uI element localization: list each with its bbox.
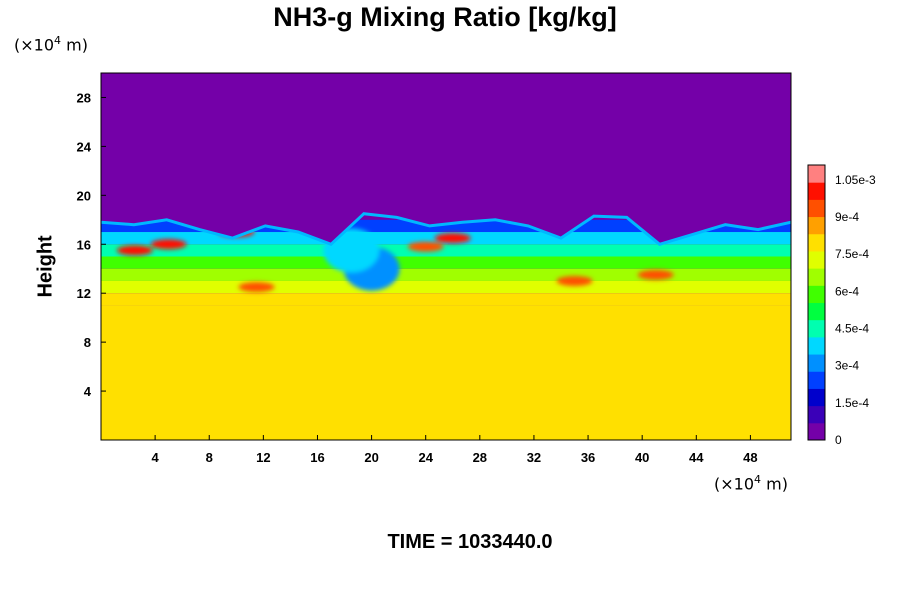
colorbar-swatch xyxy=(808,302,825,321)
colorbar-swatch xyxy=(808,250,825,269)
colorbar: 0 1.5e-4 3e-4 4.5e-4 6e-4 7.5e-4 9e-4 1.05e-3 xyxy=(807,164,876,447)
x-axis-unit: (×104 m) xyxy=(714,473,788,494)
x-tick-label: 20 xyxy=(364,450,378,465)
colorbar-tick-label: 4.5e-4 xyxy=(835,322,869,336)
x-tick-label: 28 xyxy=(473,450,487,465)
profile-band xyxy=(101,268,791,281)
y-tick-label: 12 xyxy=(77,286,91,301)
feature-blob xyxy=(407,241,444,252)
colorbar-swatch xyxy=(808,199,825,218)
feature-blob xyxy=(637,269,674,280)
colorbar-tick-label: 1.5e-4 xyxy=(835,396,869,410)
profile-band xyxy=(101,293,791,306)
y-tick-label: 8 xyxy=(84,335,91,350)
cloud-top-edge xyxy=(101,212,791,247)
time-label: TIME = 1033440.0 xyxy=(387,531,553,553)
plot-area xyxy=(101,73,791,440)
colorbar-swatch xyxy=(808,216,825,235)
colorbar-swatch xyxy=(808,233,825,252)
colorbar-swatch xyxy=(808,405,825,424)
x-tick-label: 12 xyxy=(256,450,270,465)
plot-frame xyxy=(100,72,792,441)
colorbar-swatch xyxy=(808,388,825,407)
x-tick-label: 32 xyxy=(527,450,541,465)
colorbar-swatch xyxy=(808,268,825,286)
x-tick-label: 40 xyxy=(635,450,649,465)
colorbar-swatch xyxy=(808,422,825,441)
x-tick-label: 24 xyxy=(418,450,433,465)
colorbar-tick-label: 3e-4 xyxy=(835,359,859,373)
x-tick-label: 4 xyxy=(152,450,160,465)
feature-blob xyxy=(116,245,153,256)
x-tick-label: 8 xyxy=(206,450,213,465)
feature-blob xyxy=(434,233,471,244)
mixing-field xyxy=(101,213,791,440)
colorbar-swatch xyxy=(808,165,825,183)
colorbar-tick-label: 7.5e-4 xyxy=(835,247,869,261)
profile-band xyxy=(101,256,791,269)
colorbar-swatch xyxy=(808,354,825,372)
x-tick-label: 36 xyxy=(581,450,595,465)
x-tick-label: 16 xyxy=(310,450,324,465)
x-tick-label: 44 xyxy=(689,450,704,465)
colorbar-swatch xyxy=(808,319,825,338)
profile-band xyxy=(101,280,791,294)
colorbar-frame xyxy=(807,164,826,441)
x-axis-ticks: 4 8 12 16 20 24 28 32 36 40 44 48 xyxy=(152,435,758,465)
y-tick-label: 20 xyxy=(77,188,91,203)
colorbar-tick-label: 1.05e-3 xyxy=(835,173,876,187)
colorbar-swatch xyxy=(808,285,825,303)
colorbar-swatch xyxy=(808,371,825,389)
x-tick-label: 48 xyxy=(743,450,757,465)
colorbar-swatch xyxy=(808,182,825,200)
colorbar-tick-label: 0 xyxy=(835,433,842,447)
y-axis-unit: (×104 m) xyxy=(14,34,88,55)
profile-band xyxy=(101,305,791,440)
feature-blob xyxy=(150,239,187,250)
feature-blob xyxy=(238,282,275,293)
y-tick-label: 4 xyxy=(84,384,92,399)
colorbar-swatch xyxy=(808,336,825,355)
colorbar-tick-label: 9e-4 xyxy=(835,210,859,224)
y-tick-label: 24 xyxy=(77,139,92,154)
y-axis-ticks: 4 8 12 16 20 24 28 xyxy=(77,90,106,399)
y-tick-label: 28 xyxy=(77,90,91,105)
feature-blob xyxy=(556,275,593,286)
profile-band xyxy=(101,244,791,257)
chart-title: NH3-g Mixing Ratio [kg/kg] xyxy=(273,2,617,32)
colorbar-tick-label: 6e-4 xyxy=(835,284,859,298)
y-tick-label: 16 xyxy=(77,237,91,252)
